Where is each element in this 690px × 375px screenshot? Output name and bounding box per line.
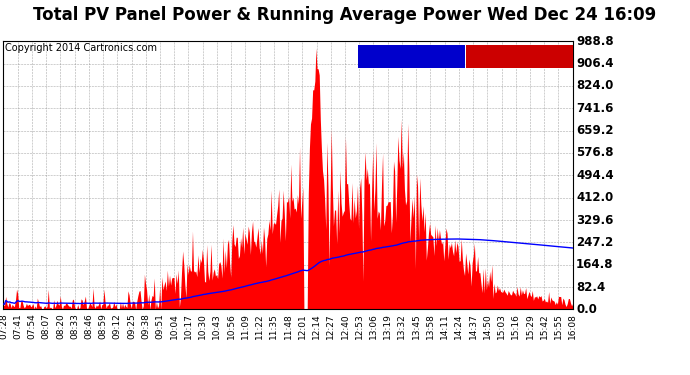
Text: 12:14: 12:14 xyxy=(312,313,321,339)
Text: Total PV Panel Power & Running Average Power Wed Dec 24 16:09: Total PV Panel Power & Running Average P… xyxy=(33,6,657,24)
Text: 13:19: 13:19 xyxy=(383,313,392,339)
Text: 412.0: 412.0 xyxy=(576,191,613,204)
Text: 10:17: 10:17 xyxy=(184,313,193,339)
Text: 08:59: 08:59 xyxy=(99,313,108,339)
Text: 13:32: 13:32 xyxy=(397,313,406,339)
Text: 08:20: 08:20 xyxy=(56,313,65,339)
Text: 09:25: 09:25 xyxy=(127,313,136,339)
Text: 16:08: 16:08 xyxy=(568,313,578,339)
Text: 13:45: 13:45 xyxy=(412,313,421,339)
Text: 164.8: 164.8 xyxy=(576,258,613,271)
Text: 09:51: 09:51 xyxy=(155,313,164,339)
Text: 09:38: 09:38 xyxy=(141,313,150,339)
Text: 988.8: 988.8 xyxy=(576,35,614,48)
Text: Copyright 2014 Cartronics.com: Copyright 2014 Cartronics.com xyxy=(5,43,157,53)
Text: 11:35: 11:35 xyxy=(269,313,278,339)
Text: 08:07: 08:07 xyxy=(41,313,50,339)
Text: 11:48: 11:48 xyxy=(284,313,293,339)
Text: 15:55: 15:55 xyxy=(554,313,563,339)
Text: Average  (DC Watts): Average (DC Watts) xyxy=(362,51,461,61)
Text: 494.4: 494.4 xyxy=(576,169,614,182)
Text: 13:58: 13:58 xyxy=(426,313,435,339)
Text: 07:54: 07:54 xyxy=(28,313,37,339)
Text: 659.2: 659.2 xyxy=(576,124,613,137)
Text: 824.0: 824.0 xyxy=(576,80,613,93)
Text: 07:41: 07:41 xyxy=(13,313,22,339)
Text: 12:27: 12:27 xyxy=(326,313,335,339)
Text: 14:50: 14:50 xyxy=(483,313,492,339)
Text: 576.8: 576.8 xyxy=(576,147,613,159)
Text: 14:24: 14:24 xyxy=(454,313,464,339)
Text: 741.6: 741.6 xyxy=(576,102,613,115)
Text: 07:28: 07:28 xyxy=(0,313,8,339)
Text: 11:09: 11:09 xyxy=(241,313,250,339)
Text: 82.4: 82.4 xyxy=(576,280,605,294)
Text: 10:56: 10:56 xyxy=(226,313,236,339)
Text: 08:46: 08:46 xyxy=(84,313,93,339)
Text: 906.4: 906.4 xyxy=(576,57,613,70)
Text: 10:43: 10:43 xyxy=(213,313,221,339)
Text: 15:42: 15:42 xyxy=(540,313,549,339)
Text: PV Panels  (DC Watts): PV Panels (DC Watts) xyxy=(466,51,573,61)
Text: 08:33: 08:33 xyxy=(70,313,79,339)
Text: 12:53: 12:53 xyxy=(355,313,364,339)
Text: 13:06: 13:06 xyxy=(369,313,378,339)
Text: 14:37: 14:37 xyxy=(469,313,477,339)
Text: 12:01: 12:01 xyxy=(298,313,307,339)
Text: 15:03: 15:03 xyxy=(497,313,506,339)
Text: 14:11: 14:11 xyxy=(440,313,449,339)
Text: 09:12: 09:12 xyxy=(112,313,122,339)
Text: 15:16: 15:16 xyxy=(511,313,520,339)
Text: 15:29: 15:29 xyxy=(526,313,535,339)
Text: 10:30: 10:30 xyxy=(198,313,207,339)
Text: 10:04: 10:04 xyxy=(170,313,179,339)
Text: 247.2: 247.2 xyxy=(576,236,613,249)
Text: 11:22: 11:22 xyxy=(255,313,264,339)
Text: 0.0: 0.0 xyxy=(576,303,597,316)
Text: 329.6: 329.6 xyxy=(576,213,613,226)
Text: 12:40: 12:40 xyxy=(340,313,350,339)
